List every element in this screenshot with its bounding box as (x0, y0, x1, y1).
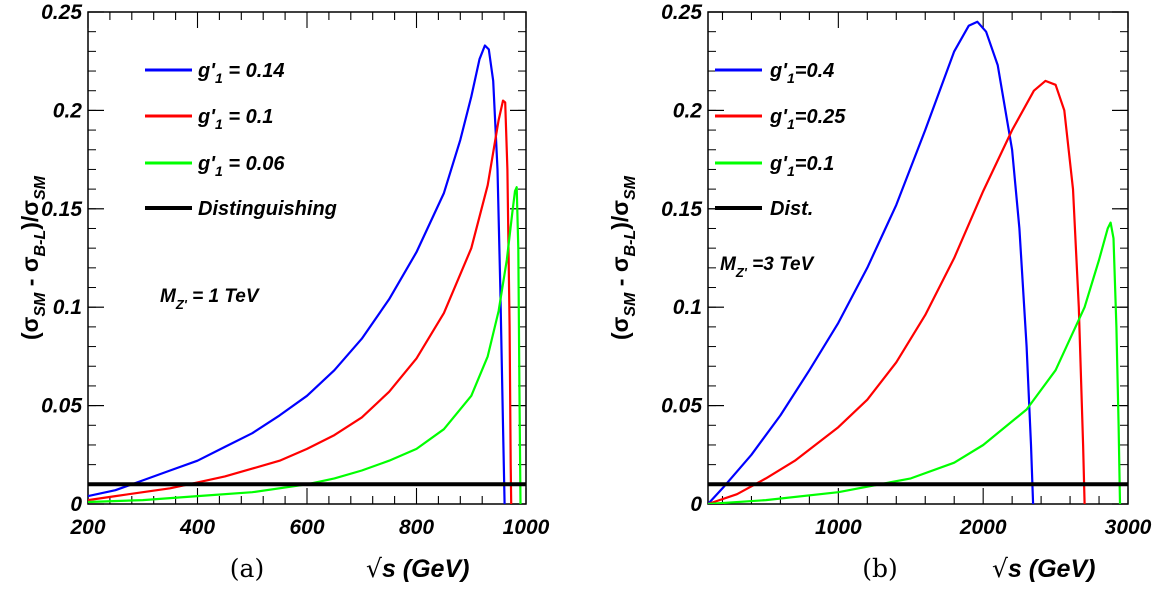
legend-sub: 1 (215, 70, 223, 86)
xlab-sqrt: √ (992, 554, 1008, 583)
mass-annotation: MZ' = 1 TeV (160, 286, 260, 312)
ylab-part: - σ (17, 256, 43, 292)
ylab-part: (σ (607, 316, 633, 340)
xlab-sqrt: √ (366, 554, 382, 583)
x-tick-label: 400 (179, 516, 215, 539)
ylab-part: )/σ (607, 200, 633, 230)
series-line-1 (708, 20, 1035, 504)
legend-label: g'1=0.25 (769, 106, 846, 132)
x-tick-label: 3000 (1105, 516, 1152, 539)
x-tick-label: 200 (69, 516, 105, 539)
ylab-sub: SM (32, 175, 49, 200)
ylab-sub: SM (622, 292, 639, 317)
legend-label: g'1=0.1 (769, 153, 834, 179)
x-tick-label: 800 (399, 516, 434, 539)
y-tick-label: 0.2 (673, 99, 703, 122)
legend-value: =0.25 (795, 106, 846, 128)
annotation-subscript: Z' (735, 265, 748, 280)
xlab-text: s (GeV) (1008, 555, 1096, 583)
mass-annotation: MZ' =3 TeV (720, 254, 815, 280)
x-axis-label: √s (GeV) (366, 554, 469, 583)
legend-g: g' (769, 60, 788, 82)
y-tick-label: 0.25 (41, 1, 82, 24)
annotation-subscript: Z' (175, 297, 188, 312)
legend-g: g' (197, 106, 216, 128)
legend-value: = 0.06 (223, 153, 286, 175)
legend-g: g' (769, 153, 788, 175)
y-tick-label: 0.2 (53, 99, 83, 122)
ylab-sub: B-L (622, 230, 639, 257)
legend-sub: 1 (215, 116, 223, 132)
series-line-2 (88, 99, 513, 504)
ylab-part: - σ (607, 256, 633, 292)
y-tick-label: 0 (70, 493, 82, 516)
ylab-part: (σ (17, 316, 43, 340)
legend-sub: 1 (787, 70, 795, 86)
annotation-value: = 1 TeV (187, 286, 260, 307)
annotation-value: =3 TeV (747, 254, 815, 275)
series-line-1 (88, 44, 506, 504)
ylab-part: )/σ (17, 200, 43, 230)
xlab-text: s (GeV) (382, 555, 470, 583)
x-axis-label: √s (GeV) (992, 554, 1095, 583)
legend-value: = 0.1 (223, 106, 274, 128)
series-line-3 (88, 186, 522, 504)
legend-label: g'1=0.4 (769, 60, 834, 86)
annotation-label: M (160, 286, 177, 307)
series-line-2 (708, 79, 1086, 504)
ylab-sub: SM (32, 292, 49, 317)
y-tick-label: 0.1 (673, 296, 702, 319)
legend-g: g' (197, 153, 216, 175)
legend-value: =0.1 (795, 153, 834, 175)
panel-caption: (b) (862, 554, 898, 583)
y-axis-label: (σSM - σB-L)/σSM (607, 175, 639, 340)
y-tick-label: 0.25 (661, 1, 702, 24)
legend-g: g' (769, 106, 788, 128)
annotation-label: M (720, 254, 737, 275)
legend-sub: 1 (787, 163, 795, 179)
y-tick-label: 0.1 (53, 296, 82, 319)
x-tick-label: 1000 (503, 516, 550, 539)
ylab-sub: SM (622, 175, 639, 200)
legend-label: Dist. (770, 198, 813, 220)
legend-value: =0.4 (795, 60, 834, 82)
x-tick-label: 600 (289, 516, 324, 539)
ylab-sub: B-L (32, 230, 49, 257)
y-tick-label: 0.15 (41, 198, 82, 221)
y-tick-label: 0.15 (661, 198, 702, 221)
legend-label: g'1 = 0.1 (197, 106, 273, 132)
plot-frame (87, 11, 527, 505)
y-tick-label: 0 (690, 493, 702, 516)
x-tick-label: 1000 (815, 516, 862, 539)
legend-sub: 1 (215, 163, 223, 179)
legend-value: = 0.14 (223, 60, 285, 82)
y-axis-label: (σSM - σB-L)/σSM (17, 175, 49, 340)
legend-g: g' (197, 60, 216, 82)
y-tick-label: 0.05 (661, 395, 702, 418)
panel-caption: (a) (230, 554, 264, 583)
legend-label: g'1 = 0.06 (197, 153, 285, 179)
legend-label: g'1 = 0.14 (197, 60, 285, 86)
x-tick-label: 2000 (959, 516, 1007, 539)
plot-frame (707, 11, 1129, 505)
legend-sub: 1 (787, 116, 795, 132)
y-tick-label: 0.05 (41, 395, 82, 418)
legend-label: Distinguishing (198, 198, 337, 220)
